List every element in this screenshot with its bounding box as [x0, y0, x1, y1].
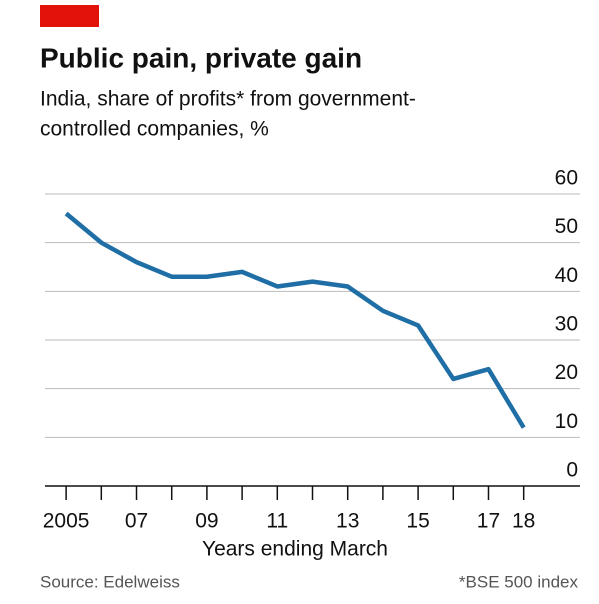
y-tick-label: 30: [555, 313, 578, 336]
x-tick-label: 07: [125, 510, 148, 533]
data-line: [64, 211, 526, 429]
y-tick-label: 60: [555, 167, 578, 190]
x-tick-label: 2005: [43, 510, 90, 533]
y-tick-label: 10: [555, 410, 578, 433]
y-tick-label: 40: [555, 264, 578, 287]
y-tick-label: 20: [555, 361, 578, 384]
chart-subtitle: controlled companies, %: [40, 118, 269, 141]
brand-tag: [40, 5, 99, 27]
footnote: *BSE 500 index: [459, 572, 579, 591]
y-tick-label: 50: [555, 215, 578, 238]
x-tick-label: 13: [336, 510, 359, 533]
chart-title: Public pain, private gain: [40, 42, 362, 73]
y-tick-label: 0: [566, 459, 578, 482]
source: Source: Edelweiss: [40, 572, 180, 591]
x-tick-label: 17: [477, 510, 500, 533]
chart-subtitle: India, share of profits* from government…: [40, 88, 416, 111]
x-axis-label: Years ending March: [202, 538, 388, 561]
x-tick-label: 18: [512, 510, 535, 533]
x-tick-label: 09: [195, 510, 218, 533]
x-tick-label: 11: [266, 510, 288, 533]
x-tick-label: 15: [406, 510, 429, 533]
